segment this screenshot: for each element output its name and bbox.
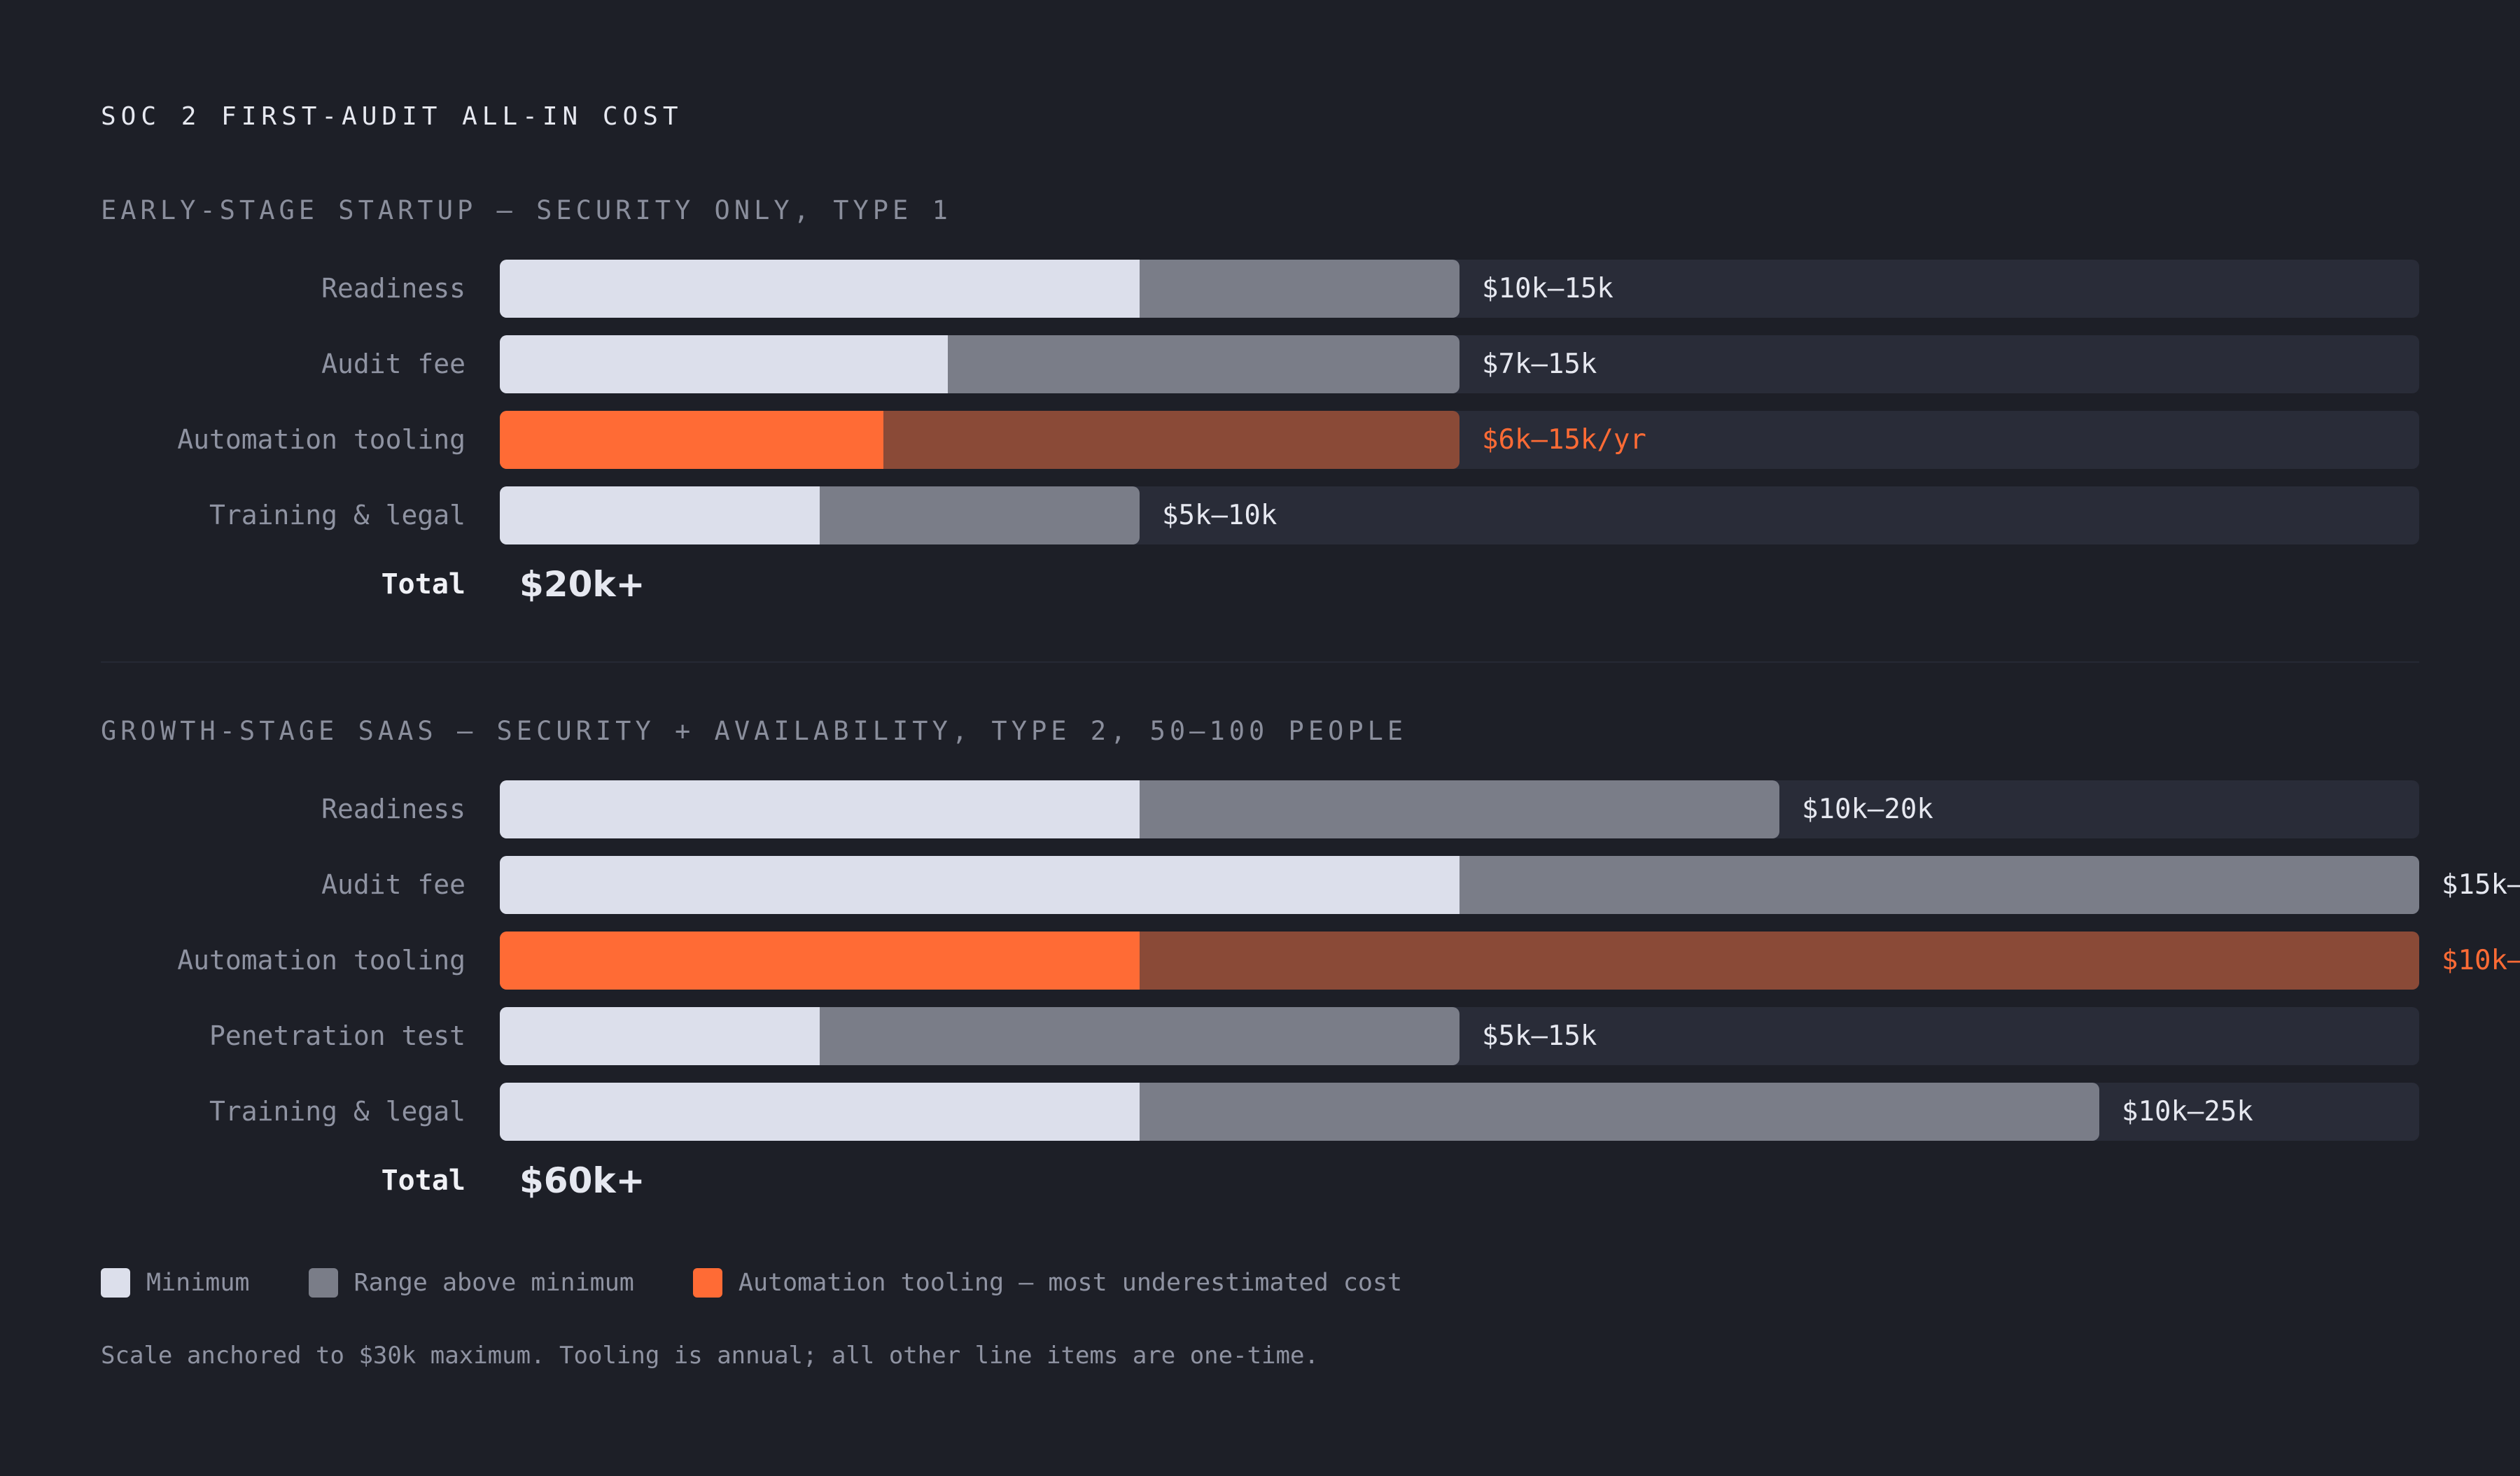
- legend-swatch-range: [308, 1268, 338, 1298]
- value-label-readiness: $10k–15k: [1482, 273, 1614, 304]
- bar-min-audit-fee: [500, 335, 948, 393]
- category-label-training-and-legal: Training & legal: [209, 1096, 465, 1127]
- bar-row-readiness: Readiness $10k–20k: [0, 780, 2520, 838]
- legend: Minimum Range above minimum Automation t…: [101, 1267, 1461, 1299]
- value-label-penetration-test: $5k–15k: [1482, 1020, 1597, 1052]
- footnote: Scale anchored to $30k maximum. Tooling …: [101, 1342, 1319, 1370]
- section-title: GROWTH-STAGE SAAS — SECURITY + AVAILABIL…: [101, 716, 1408, 746]
- bar-min-penetration-test: [500, 1007, 820, 1065]
- value-label-audit-fee: $7k–15k: [1482, 349, 1597, 380]
- bar-row-audit-fee: Audit fee $7k–15k: [0, 335, 2520, 393]
- section-title: EARLY-STAGE STARTUP — SECURITY ONLY, TYP…: [101, 195, 952, 225]
- legend-swatch-tooling: [692, 1268, 722, 1298]
- category-label-readiness: Readiness: [321, 794, 465, 824]
- value-label-training-and-legal: $5k–10k: [1162, 500, 1278, 531]
- category-label-training-and-legal: Training & legal: [209, 500, 465, 530]
- bar-row-training-and-legal: Training & legal $10k–25k: [0, 1083, 2520, 1141]
- chart-title: SOC 2 FIRST-AUDIT ALL-IN COST: [101, 102, 683, 131]
- category-label-automation-tooling: Automation tooling: [177, 945, 465, 976]
- bar-row-automation-tooling: Automation tooling $10k–30k/yr: [0, 932, 2520, 990]
- legend-item-minimum: Minimum: [101, 1268, 250, 1298]
- value-label-audit-fee: $15k–30k: [2442, 869, 2520, 901]
- bar-row-automation-tooling: Automation tooling $6k–15k/yr: [0, 411, 2520, 469]
- bar-min-audit-fee: [500, 856, 1460, 914]
- value-label-readiness: $10k–20k: [1802, 794, 1933, 825]
- bar-min-automation-tooling: [500, 932, 1140, 990]
- legend-label-range: Range above minimum: [354, 1269, 634, 1297]
- bar-min-training-and-legal: [500, 1083, 1140, 1141]
- bar-min-readiness: [500, 780, 1140, 838]
- value-label-automation-tooling: $6k–15k/yr: [1482, 424, 1646, 456]
- bar-min-automation-tooling: [500, 411, 884, 469]
- category-label-audit-fee: Audit fee: [321, 869, 465, 900]
- legend-label-tooling: Automation tooling — most underestimated…: [738, 1269, 1403, 1297]
- bar-min-training-and-legal: [500, 486, 820, 544]
- category-label-audit-fee: Audit fee: [321, 349, 465, 379]
- category-label-automation-tooling: Automation tooling: [177, 424, 465, 455]
- legend-item-tooling: Automation tooling — most underestimated…: [692, 1268, 1403, 1298]
- total-label: Total: [381, 1165, 465, 1197]
- section-divider: [101, 661, 2419, 663]
- legend-swatch-minimum: [101, 1268, 130, 1298]
- bar-row-penetration-test: Penetration test $5k–15k: [0, 1007, 2520, 1065]
- total-label: Total: [381, 568, 465, 600]
- category-label-readiness: Readiness: [321, 273, 465, 304]
- bar-min-readiness: [500, 260, 1140, 318]
- total-value: $60k+: [519, 1160, 645, 1201]
- value-label-training-and-legal: $10k–25k: [2122, 1096, 2253, 1127]
- category-label-penetration-test: Penetration test: [209, 1020, 465, 1051]
- legend-item-range: Range above minimum: [308, 1268, 634, 1298]
- legend-label-minimum: Minimum: [146, 1269, 250, 1297]
- bar-row-training-and-legal: Training & legal $5k–10k: [0, 486, 2520, 544]
- bar-row-audit-fee: Audit fee $15k–30k: [0, 856, 2520, 914]
- bar-row-readiness: Readiness $10k–15k: [0, 260, 2520, 318]
- value-label-automation-tooling: $10k–30k/yr: [2442, 945, 2520, 976]
- total-value: $20k+: [519, 564, 645, 605]
